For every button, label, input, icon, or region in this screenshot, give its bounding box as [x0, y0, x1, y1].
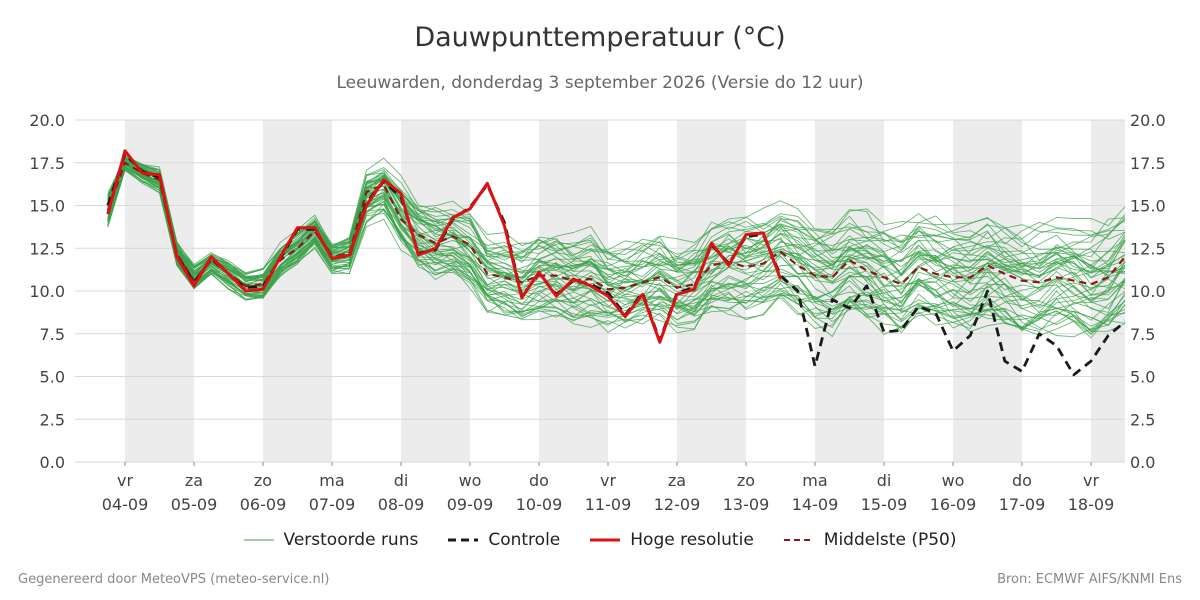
x-tick-day: za	[668, 471, 686, 490]
y-tick-label-left: 5.0	[40, 368, 65, 387]
y-tick-label-left: 2.5	[40, 410, 65, 429]
x-tick-day: di	[394, 471, 409, 490]
axes: 0.0 0.0 2.5 2.5 5.0 5.0 7.5 7.5 10.0 10.0 12.5 12.5…	[29, 111, 1165, 514]
y-tick-label-right: 12.5	[1130, 239, 1166, 258]
legend-item-control: Controle	[448, 530, 560, 550]
chart-subtitle: Leeuwarden, donderdag 3 september 2026 (…	[336, 73, 864, 93]
x-tick-date: 13-09	[723, 495, 770, 514]
legend-label-highres: Hoge resolutie	[630, 530, 754, 550]
footer-source: Bron: ECMWF AIFS/KNMI Ens	[997, 572, 1182, 587]
series-line-controle	[106, 152, 1126, 377]
x-tick-day: vr	[117, 471, 133, 490]
legend-label-median: Middelste (P50)	[823, 530, 957, 550]
y-tick-label-right: 17.5	[1130, 154, 1166, 173]
ensemble-member-line	[107, 157, 1126, 276]
ensemble-member-line	[107, 163, 1126, 322]
x-tick-day: ma	[802, 471, 827, 490]
y-tick-label-left: 20.0	[29, 111, 65, 130]
y-tick-label-right: 2.5	[1130, 410, 1155, 429]
x-tick-day: zo	[737, 471, 755, 490]
x-tick-date: 08-09	[378, 495, 425, 514]
x-tick-day: vr	[600, 471, 616, 490]
ensemble-member-line	[107, 158, 1126, 274]
x-tick-date: 07-09	[309, 495, 356, 514]
ensemble-member-line	[107, 164, 1126, 301]
y-tick-label-left: 0.0	[40, 453, 65, 472]
x-tick-day: do	[529, 471, 549, 490]
ensemble-member-line	[107, 160, 1126, 285]
x-tick-day: zo	[254, 471, 272, 490]
legend-item-ensemble: Verstoorde runs	[243, 530, 419, 550]
x-tick-date: 15-09	[861, 495, 908, 514]
legend-swatch-median	[783, 539, 814, 541]
ensemble-member-line	[107, 161, 1126, 321]
x-tick-day: wo	[942, 471, 965, 490]
x-tick-date: 12-09	[654, 495, 701, 514]
y-tick-label-right: 7.5	[1130, 325, 1155, 344]
x-tick-date: 14-09	[792, 495, 839, 514]
legend: Verstoorde runs Controle Hoge resolutie …	[0, 530, 1200, 550]
x-tick-date: 16-09	[930, 495, 977, 514]
x-tick-day: wo	[459, 471, 482, 490]
footer-generated-by: Gegenereerd door MeteoVPS (meteo-service…	[18, 572, 330, 587]
y-tick-label-left: 7.5	[40, 325, 65, 344]
x-tick-date: 06-09	[240, 495, 287, 514]
x-tick-date: 09-09	[447, 495, 494, 514]
legend-item-median: Middelste (P50)	[783, 530, 957, 550]
chart-title: Dauwpunttemperatuur (°C)	[414, 22, 786, 53]
ensemble-member-line	[107, 155, 1126, 279]
x-tick-date: 11-09	[585, 495, 632, 514]
series-line-hoge-resolutie	[106, 149, 782, 344]
x-tick-date: 18-09	[1068, 495, 1115, 514]
series-line-middelste-p50	[106, 161, 1126, 291]
x-tick-date: 17-09	[999, 495, 1046, 514]
ensemble-member-line	[107, 158, 1126, 283]
y-tick-label-right: 0.0	[1130, 453, 1155, 472]
x-tick-day: za	[185, 471, 203, 490]
y-tick-label-left: 15.0	[29, 197, 65, 216]
y-tick-label-right: 5.0	[1130, 368, 1155, 387]
x-tick-day: di	[877, 471, 892, 490]
x-tick-day: do	[1012, 471, 1032, 490]
x-tick-date: 04-09	[102, 495, 149, 514]
x-tick-day: ma	[319, 471, 344, 490]
legend-label-ensemble: Verstoorde runs	[283, 530, 419, 550]
y-tick-label-right: 10.0	[1130, 282, 1166, 301]
y-tick-label-left: 17.5	[29, 154, 65, 173]
legend-swatch-control	[448, 538, 479, 542]
legend-label-control: Controle	[488, 530, 561, 550]
x-tick-date: 10-09	[516, 495, 563, 514]
main-series	[106, 149, 1126, 377]
ensemble-member-line	[107, 155, 1126, 279]
x-tick-date: 05-09	[171, 495, 218, 514]
y-tick-label-left: 10.0	[29, 282, 65, 301]
legend-item-highres: Hoge resolutie	[590, 530, 754, 550]
x-tick-day: vr	[1083, 471, 1099, 490]
y-tick-label-left: 12.5	[29, 239, 65, 258]
y-tick-label-right: 20.0	[1130, 111, 1166, 130]
ensemble-member-line	[107, 160, 1126, 305]
legend-swatch-ensemble	[243, 539, 274, 541]
y-tick-label-right: 15.0	[1130, 197, 1166, 216]
ensemble-member-line	[107, 156, 1126, 282]
legend-swatch-highres	[590, 538, 621, 542]
